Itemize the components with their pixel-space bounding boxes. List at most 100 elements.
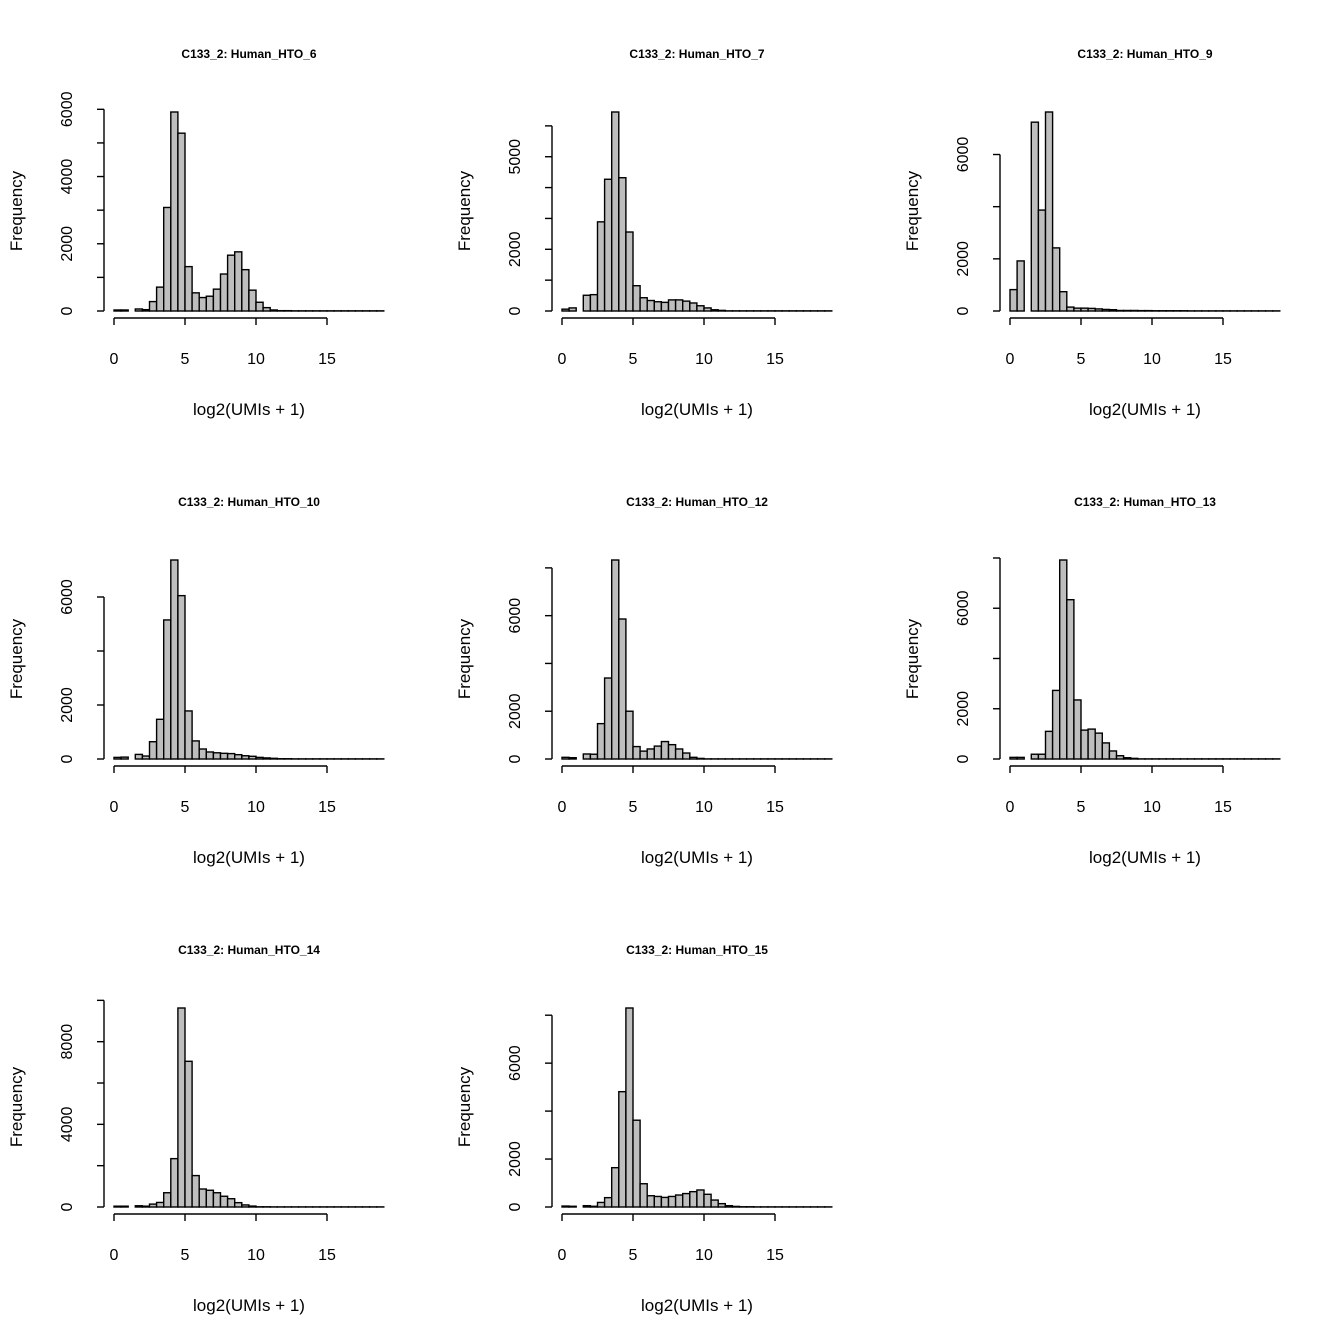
- x-axis-label: log2(UMIs + 1): [193, 1296, 305, 1315]
- histogram-bar: [568, 1205, 577, 1208]
- histogram-bar: [241, 755, 250, 760]
- histogram-bar: [618, 1090, 627, 1208]
- histogram-bar: [170, 559, 179, 760]
- histogram-bar: [703, 307, 712, 312]
- histogram-bar: [646, 748, 655, 760]
- x-axis-label: log2(UMIs + 1): [641, 400, 753, 419]
- y-axis-label: Frequency: [455, 1066, 474, 1147]
- histogram-bar: [184, 265, 193, 312]
- histogram-bar: [233, 251, 243, 312]
- y-tick-label: 0: [955, 754, 972, 763]
- x-tick-label: 5: [181, 351, 190, 368]
- histogram-bar: [184, 710, 193, 760]
- y-tick-label: 4000: [59, 1106, 76, 1142]
- x-tick-label: 5: [1077, 799, 1086, 816]
- histogram-bar: [155, 286, 165, 312]
- histogram-bar: [148, 741, 158, 760]
- histogram-bar: [625, 231, 634, 312]
- histogram-bar: [1051, 247, 1061, 312]
- y-tick-label: 6000: [507, 1045, 524, 1081]
- histogram-bar: [155, 718, 165, 760]
- histogram-bar: [205, 751, 215, 760]
- histogram-bar: [1115, 755, 1125, 760]
- histogram-bar: [603, 1196, 613, 1208]
- histogram-bar: [233, 1201, 243, 1208]
- histogram-bar: [162, 619, 172, 760]
- histogram-bar: [269, 757, 279, 760]
- histogram-bar: [674, 1194, 684, 1208]
- x-tick-label: 0: [110, 799, 119, 816]
- histogram-bar: [262, 306, 271, 312]
- histogram-panel: C133_2: Human_HTO_9 0 5 10 15 log2(UMIs + 1) 0…: [903, 47, 1281, 419]
- histogram-bar: [582, 753, 592, 760]
- histogram-bar: [1115, 309, 1125, 312]
- histogram-bar: [724, 1204, 734, 1208]
- y-tick-label: 5000: [507, 139, 524, 175]
- histogram-bar: [1108, 750, 1118, 760]
- y-tick-label: 0: [507, 1202, 524, 1211]
- histogram-bar: [120, 756, 129, 760]
- histogram-bar: [674, 748, 684, 760]
- histogram-bar: [212, 752, 222, 760]
- y-tick-label: 6000: [955, 590, 972, 626]
- histogram-bar: [610, 559, 620, 760]
- histogram-bar: [1016, 260, 1025, 312]
- histogram-bar: [255, 756, 264, 760]
- histogram-bar: [113, 309, 122, 312]
- histogram-bar: [589, 1205, 599, 1208]
- y-tick-label: 2000: [507, 231, 524, 267]
- x-tick-label: 10: [247, 1247, 265, 1264]
- histogram-bar: [219, 752, 229, 760]
- y-axis-label: Frequency: [455, 170, 474, 251]
- panel-title: C133_2: Human_HTO_10: [178, 495, 320, 509]
- histogram-bar: [731, 1205, 741, 1208]
- histogram-bar: [141, 755, 151, 760]
- x-tick-label: 10: [695, 351, 713, 368]
- histogram-bar: [219, 273, 229, 312]
- histogram-bar: [568, 307, 577, 312]
- histogram-bar: [120, 309, 129, 312]
- y-tick-label: 4000: [59, 159, 76, 195]
- histogram-bar: [703, 1193, 712, 1208]
- y-axis-label: Frequency: [7, 1066, 26, 1147]
- x-axis-label: log2(UMIs + 1): [1089, 848, 1201, 867]
- x-tick-label: 5: [629, 1247, 638, 1264]
- x-tick-label: 15: [1214, 799, 1232, 816]
- histogram-bar: [582, 294, 592, 312]
- histogram-bar: [1058, 559, 1068, 760]
- histogram-bar: [646, 299, 655, 312]
- histogram-bar: [226, 1198, 236, 1208]
- histogram-bar: [170, 111, 179, 312]
- x-axis-label: log2(UMIs + 1): [193, 400, 305, 419]
- histogram-bar: [248, 755, 257, 760]
- panel-title: C133_2: Human_HTO_7: [629, 47, 764, 61]
- histogram-bar: [667, 299, 677, 312]
- y-tick-label: 0: [59, 754, 76, 763]
- histogram-bar: [660, 301, 670, 312]
- y-tick-label: 0: [59, 1202, 76, 1211]
- histogram-bar: [120, 1205, 129, 1208]
- x-tick-label: 15: [766, 799, 784, 816]
- histogram-bar: [632, 285, 641, 312]
- x-tick-label: 0: [110, 351, 119, 368]
- y-tick-label: 2000: [507, 693, 524, 729]
- histogram-bar: [1016, 756, 1025, 760]
- y-tick-label: 0: [59, 306, 76, 315]
- histogram-bar: [561, 308, 570, 312]
- x-axis-label: log2(UMIs + 1): [641, 848, 753, 867]
- histogram-bar: [710, 1199, 719, 1208]
- histogram-bar: [589, 293, 599, 312]
- histogram-bar: [603, 677, 613, 760]
- histogram-bar: [1009, 288, 1018, 312]
- histogram-bar: [596, 1201, 606, 1208]
- x-tick-label: 0: [110, 1247, 119, 1264]
- histogram-bar: [681, 1192, 691, 1208]
- histogram-bar: [589, 753, 599, 760]
- histogram-panel: C133_2: Human_HTO_10 0 5 10 15 log2(UMIs + 1)…: [7, 495, 385, 867]
- x-tick-label: 0: [1006, 351, 1015, 368]
- histogram-bar: [660, 740, 670, 760]
- x-tick-label: 5: [629, 799, 638, 816]
- y-tick-label: 2000: [59, 226, 76, 262]
- histogram-bar: [653, 1195, 663, 1208]
- histogram-bar: [212, 288, 222, 312]
